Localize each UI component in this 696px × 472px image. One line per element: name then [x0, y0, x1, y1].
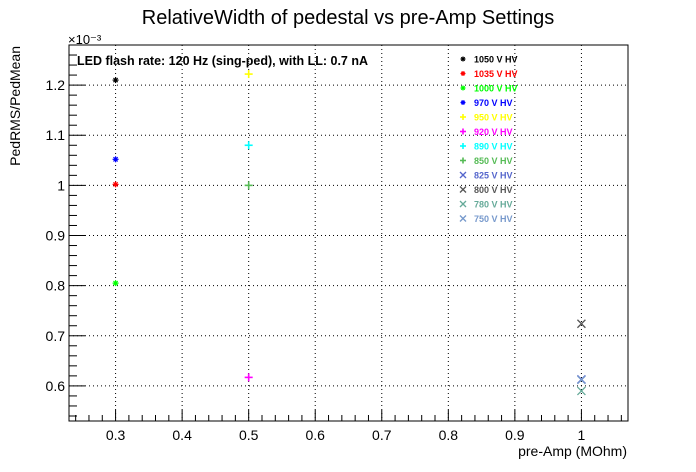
legend-entry: 1035 V HV — [474, 69, 518, 79]
x-tick-label: 0.5 — [239, 427, 259, 443]
x-tick-label: 0.9 — [505, 427, 525, 443]
legend-entry: 890 V HV — [474, 142, 513, 152]
legend-entry: 920 V HV — [474, 127, 513, 137]
legend-marker — [460, 100, 466, 105]
data-point — [112, 156, 119, 163]
legend-entry: 1000 V HV — [474, 84, 518, 94]
legend-marker — [460, 128, 466, 135]
legend-marker — [460, 143, 466, 149]
legend-entry: 800 V HV — [474, 185, 513, 195]
legend-entry: 950 V HV — [474, 113, 513, 123]
x-axis-label: pre-Amp (MOhm) — [518, 443, 627, 459]
x-tick-label: 0.3 — [106, 427, 126, 443]
legend-marker — [460, 157, 466, 164]
data-point — [576, 319, 586, 329]
tick-labels: 0.3 0.4 0.5 0.6 0.7 0.8 0.9 1 0.6 0.7 0.8 0.9 1 1.1 1.… — [46, 77, 586, 443]
y-exponent-label: ×10⁻³ — [68, 32, 102, 47]
data-point — [576, 386, 586, 396]
legend: 1050 V HV 1035 V HV 1000 V HV 970 V HV 950 V… — [459, 55, 518, 224]
chart-annotation: LED flash rate: 120 Hz (sing-ped), with … — [77, 54, 368, 68]
chart-title: RelativeWidth of pedestal vs pre-Amp Set… — [142, 7, 554, 29]
data-point — [112, 280, 119, 287]
data-point — [576, 375, 586, 385]
y-tick-label: 0.6 — [46, 378, 66, 394]
data-point — [244, 373, 253, 382]
legend-marker — [459, 171, 467, 179]
data-point — [244, 70, 253, 79]
y-tick-label: 1.1 — [46, 127, 66, 143]
x-tick-label: 1 — [578, 427, 586, 443]
legend-marker — [460, 56, 466, 62]
data-point — [112, 181, 119, 188]
legend-entry: 970 V HV — [474, 98, 513, 108]
data-point — [244, 181, 253, 190]
grid — [69, 45, 628, 421]
x-tick-label: 0.6 — [305, 427, 325, 443]
data-point — [112, 77, 119, 84]
legend-entry: 750 V HV — [474, 214, 513, 224]
data-points — [112, 70, 586, 396]
y-tick-label: 0.7 — [46, 328, 66, 344]
legend-marker — [460, 114, 466, 120]
data-point — [244, 141, 253, 150]
y-tick-label: 1 — [57, 177, 65, 193]
legend-marker — [460, 85, 466, 91]
legend-entry: 825 V HV — [474, 171, 513, 181]
legend-entry: 850 V HV — [474, 156, 513, 166]
y-tick-label: 0.9 — [46, 228, 66, 244]
plot-frame — [68, 44, 629, 422]
legend-entry: 780 V HV — [474, 200, 513, 210]
x-tick-label: 0.8 — [439, 427, 459, 443]
legend-marker — [460, 71, 466, 76]
axis-ticks — [69, 44, 622, 421]
y-axis-label: PedRMS/PedMean — [7, 46, 23, 166]
x-tick-label: 0.4 — [172, 427, 192, 443]
y-tick-label: 0.8 — [46, 278, 66, 294]
x-tick-label: 0.7 — [372, 427, 392, 443]
legend-marker — [459, 200, 467, 208]
legend-marker — [459, 186, 467, 193]
legend-entry: 1050 V HV — [474, 55, 518, 65]
legend-marker — [459, 215, 467, 222]
y-tick-label: 1.2 — [46, 77, 66, 93]
